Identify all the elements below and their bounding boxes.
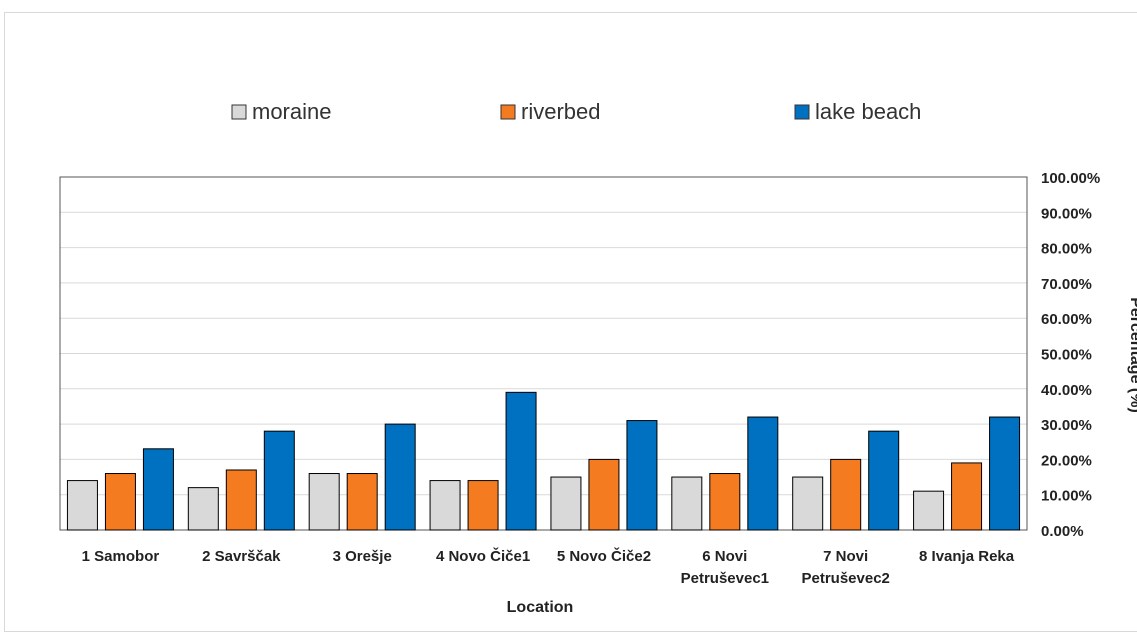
y-tick-label: 70.00% xyxy=(1041,276,1092,293)
legend: moraine riverbed lake beach xyxy=(231,99,921,124)
bar-moraine xyxy=(550,476,582,531)
plot-area xyxy=(59,176,1028,531)
x-category-label: 2 Savrščak xyxy=(202,548,281,565)
bars xyxy=(66,391,1021,531)
bar-riverbed xyxy=(951,462,983,531)
x-category-label: 6 Novi Petruševec1 xyxy=(681,548,769,587)
x-axis-title: Location xyxy=(507,599,574,614)
x-category-labels: 1 Samobor 2 Savrščak 3 Orešje 4 Novo Čiče1 5… xyxy=(82,547,1015,587)
x-category-label: 1 Samobor xyxy=(82,548,160,565)
bar-chart: moraine riverbed lake beach 0.00% 10.00% 20.… xyxy=(59,99,1137,614)
bar-riverbed xyxy=(225,469,257,531)
y-tick-label: 10.00% xyxy=(1041,488,1092,505)
legend-swatch-moraine xyxy=(231,104,247,120)
x-category-label: 7 Novi Petruševec2 xyxy=(801,548,889,587)
x-category-label: 3 Orešje xyxy=(333,548,392,565)
bar-riverbed xyxy=(346,473,378,531)
bar-riverbed xyxy=(467,480,499,531)
bar-lake-beach xyxy=(384,423,416,531)
y-tick-label: 20.00% xyxy=(1041,452,1092,469)
bar-moraine xyxy=(66,480,98,531)
bar-moraine xyxy=(913,490,945,531)
legend-swatch-lake-beach xyxy=(794,104,810,120)
bar-riverbed xyxy=(104,473,136,531)
x-category-label: 4 Novo Čiče1 xyxy=(436,547,530,565)
y-tick-label: 90.00% xyxy=(1041,205,1092,222)
x-category-label: 5 Novo Čiče2 xyxy=(557,547,651,565)
bar-riverbed xyxy=(830,458,862,531)
bar-moraine xyxy=(308,473,340,531)
bar-riverbed xyxy=(588,458,620,531)
x-category-label: 8 Ivanja Reka xyxy=(919,548,1015,565)
y-tick-label: 0.00% xyxy=(1041,523,1084,540)
y-tick-label: 100.00% xyxy=(1041,170,1100,187)
bar-moraine xyxy=(671,476,703,531)
bar-lake-beach xyxy=(142,448,174,531)
y-tick-label: 80.00% xyxy=(1041,241,1092,258)
bar-lake-beach xyxy=(989,416,1021,531)
legend-swatch-riverbed xyxy=(500,104,516,120)
y-tick-label: 30.00% xyxy=(1041,417,1092,434)
bar-lake-beach xyxy=(505,391,537,531)
bar-moraine xyxy=(429,480,461,531)
bar-moraine xyxy=(792,476,824,531)
y-tick-labels: 0.00% 10.00% 20.00% 30.00% 40.00% 50.00% 60.00… xyxy=(1041,170,1100,540)
bar-lake-beach xyxy=(263,430,295,531)
y-tick-label: 50.00% xyxy=(1041,347,1092,364)
y-tick-label: 60.00% xyxy=(1041,311,1092,328)
bar-lake-beach xyxy=(747,416,779,531)
bar-moraine xyxy=(187,487,219,531)
legend-label-riverbed: riverbed xyxy=(521,99,600,124)
bar-lake-beach xyxy=(626,420,658,531)
y-axis-title: Percentage (%) xyxy=(1127,297,1137,413)
bar-riverbed xyxy=(709,473,741,531)
legend-label-lake-beach: lake beach xyxy=(815,99,921,124)
gridlines xyxy=(60,211,1027,496)
legend-label-moraine: moraine xyxy=(252,99,331,124)
bar-lake-beach xyxy=(868,430,900,531)
y-tick-label: 40.00% xyxy=(1041,382,1092,399)
